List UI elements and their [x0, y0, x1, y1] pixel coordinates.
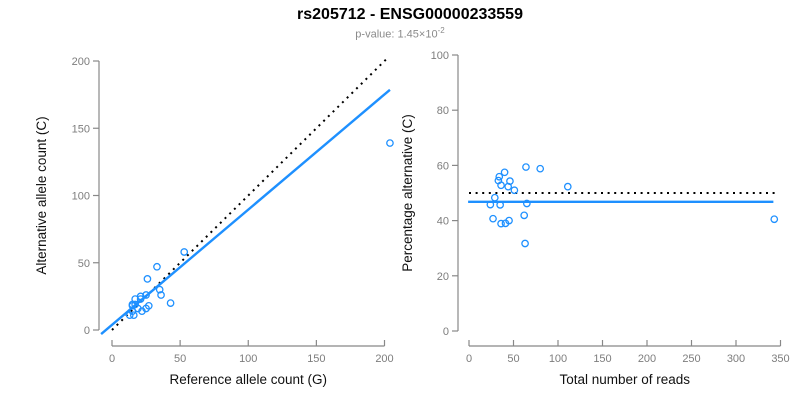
x-tick-label: 300 [727, 353, 745, 365]
data-point [496, 201, 504, 209]
pvalue-text: p-value: 1.45×10 [355, 28, 438, 41]
x-tick-label: 100 [239, 353, 257, 365]
data-point [520, 211, 529, 220]
data-point [770, 215, 779, 224]
y-tick-label: 80 [437, 105, 449, 117]
data-point [155, 285, 164, 294]
y-axis-title: Percentage alternative (C) [400, 114, 415, 272]
data-point [166, 299, 175, 307]
data-point [536, 164, 545, 173]
x-tick-label: 50 [174, 353, 186, 365]
data-point [136, 292, 145, 301]
figure-title: rs205712 - ENSG00000233559 [297, 6, 523, 23]
y-tick-label: 100 [431, 50, 449, 62]
data-point [510, 186, 519, 195]
data-point [125, 311, 134, 320]
data-point [386, 139, 394, 147]
y-tick-label: 0 [443, 326, 449, 338]
x-tick-label: 150 [593, 353, 611, 365]
data-point [505, 216, 513, 225]
x-tick-label: 200 [375, 353, 393, 365]
data-point [504, 182, 513, 191]
x-tick-label: 50 [507, 353, 519, 365]
data-point [486, 200, 495, 209]
y-tick-label: 40 [437, 216, 449, 228]
x-tick-label: 0 [466, 353, 472, 365]
x-tick-label: 0 [109, 353, 115, 365]
data-point [522, 163, 530, 171]
y-tick-label: 0 [84, 325, 90, 337]
data-point [157, 291, 165, 299]
x-tick-label: 350 [771, 353, 789, 365]
y-tick-label: 150 [72, 123, 90, 135]
data-point [143, 275, 152, 283]
y-axis-title: Alternative allele count (C) [34, 116, 49, 274]
data-point [563, 182, 572, 191]
data-point [489, 214, 497, 223]
y-tick-label: 200 [72, 56, 90, 68]
data-point [497, 219, 505, 228]
data-point [129, 311, 138, 320]
data-point [142, 291, 150, 299]
data-point [495, 172, 504, 181]
data-point [153, 262, 161, 271]
data-point [180, 248, 189, 256]
y-tick-label: 100 [72, 191, 90, 203]
y-tick-label: 60 [437, 160, 449, 172]
x-axis-title: Reference allele count (G) [169, 372, 327, 387]
x-tick-label: 250 [682, 353, 700, 365]
x-tick-label: 150 [307, 353, 325, 365]
x-tick-label: 200 [638, 353, 656, 365]
pvalue-subtitle: p-value: 1.45×10-2 [0, 26, 800, 41]
data-point [497, 181, 505, 190]
y-tick-label: 20 [437, 271, 449, 283]
x-tick-label: 100 [549, 353, 567, 365]
data-point [490, 193, 499, 202]
data-point [521, 239, 529, 248]
y-tick-label: 50 [78, 258, 90, 270]
data-point [136, 295, 145, 303]
x-axis-title: Total number of reads [559, 372, 690, 387]
data-point [144, 301, 153, 310]
data-point [522, 199, 531, 208]
pvalue-exponent: -2 [437, 26, 445, 35]
data-point [500, 168, 509, 177]
